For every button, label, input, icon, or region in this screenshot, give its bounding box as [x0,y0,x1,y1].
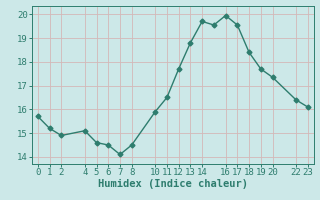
X-axis label: Humidex (Indice chaleur): Humidex (Indice chaleur) [98,179,248,189]
